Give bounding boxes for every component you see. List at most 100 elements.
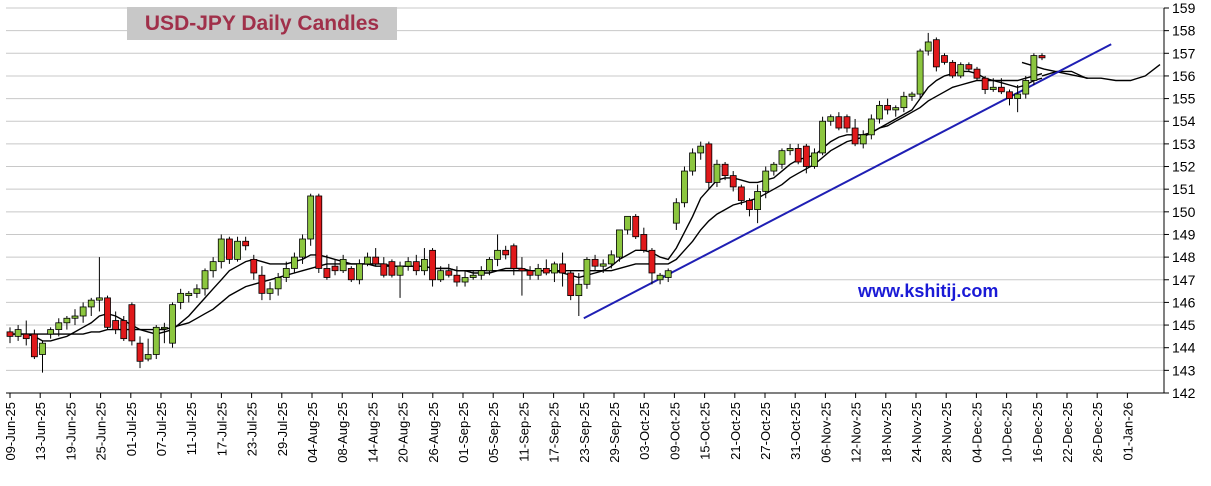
candle-body [30, 333, 38, 358]
up-candle [477, 266, 485, 280]
candle-body [22, 333, 30, 340]
down-candle [949, 60, 957, 79]
up-candle [404, 257, 412, 271]
grid-lines [6, 7, 1164, 394]
plot-frame [6, 8, 1165, 394]
up-candle [534, 263, 542, 280]
down-candle [648, 248, 656, 285]
x-tick-label: 26-Aug-25 [426, 402, 441, 463]
up-candle [681, 166, 688, 208]
down-candle [941, 53, 948, 65]
down-candle [242, 236, 250, 251]
up-candle [1022, 75, 1030, 99]
up-candle [87, 297, 95, 316]
up-candle [1030, 53, 1038, 85]
up-candle [924, 32, 932, 56]
down-candle [502, 245, 510, 260]
candle-body [981, 77, 989, 90]
candle-body [266, 288, 274, 294]
x-tick-label: 04-Aug-25 [305, 402, 320, 463]
candle-body [534, 268, 542, 276]
down-candle [258, 266, 266, 301]
candle-body [997, 86, 1005, 93]
watermark-link[interactable]: www.kshitij.com [858, 281, 999, 301]
x-tick-label: 12-Nov-25 [849, 402, 864, 463]
y-tick-label: 150 [1172, 204, 1196, 220]
candle-body [282, 268, 290, 278]
up-candle [876, 100, 883, 124]
candle-body [307, 195, 315, 240]
candle-body [404, 261, 412, 267]
candle-body [640, 234, 648, 251]
candle-body [347, 268, 355, 281]
down-candle [981, 75, 989, 95]
candle-body [299, 238, 306, 258]
up-candle [664, 268, 672, 283]
up-candle [494, 234, 501, 267]
candle-body [14, 329, 22, 337]
up-candle [607, 250, 615, 269]
candle-body [551, 263, 558, 274]
up-candle [169, 302, 176, 348]
up-candle [713, 159, 721, 187]
x-tick-label: 04-Dec-25 [969, 402, 984, 463]
down-candle [250, 254, 258, 280]
up-candle [209, 257, 217, 278]
candle-body [258, 274, 266, 294]
up-candle [291, 252, 298, 273]
candle-body [250, 258, 258, 274]
candle-body [364, 256, 371, 265]
candle-body [957, 64, 965, 77]
up-candle [282, 261, 290, 283]
y-tick-label: 147 [1172, 272, 1196, 288]
up-candle [217, 234, 225, 269]
down-candle [30, 329, 38, 360]
down-candle [323, 254, 331, 280]
candle-body [672, 202, 680, 224]
up-candle [900, 91, 908, 113]
x-tick-label: 17-Sep-25 [547, 402, 562, 463]
candle-body [786, 148, 794, 152]
down-candle [851, 118, 859, 147]
candle-body [632, 215, 640, 238]
candle-body [242, 240, 250, 247]
x-tick-label: 20-Aug-25 [396, 402, 411, 463]
x-tick-label: 11-Sep-25 [516, 402, 531, 462]
x-tick-label: 09-Oct-25 [667, 402, 682, 460]
up-candle [770, 162, 778, 176]
down-candle [591, 254, 599, 271]
down-candle [729, 171, 737, 192]
up-candle [1014, 85, 1022, 113]
y-tick-label: 152 [1172, 159, 1196, 175]
candle-body [819, 120, 826, 154]
chart-title: USD-JPY Daily Candles [144, 11, 380, 35]
candle-body [144, 354, 152, 360]
y-tick-label: 156 [1172, 68, 1196, 84]
x-tick-label: 07-Jul-25 [154, 402, 169, 456]
up-candle [697, 141, 705, 160]
up-candle [152, 325, 160, 360]
candle-body [120, 320, 128, 340]
candle-body [486, 258, 493, 272]
candle-body [664, 270, 672, 278]
x-tick-label: 27-Oct-25 [758, 402, 773, 460]
candle-body [339, 258, 347, 272]
up-candle [827, 114, 835, 126]
down-candle [445, 263, 453, 278]
candle-body [152, 326, 160, 355]
candle-body [437, 270, 445, 281]
candle-body [469, 274, 477, 278]
x-tick-label: 09-Jun-25 [3, 402, 18, 461]
up-candle [778, 148, 786, 169]
candle-body [136, 342, 144, 362]
candle-body [128, 304, 136, 342]
candle-body [323, 268, 331, 278]
candle-body [331, 265, 339, 272]
candle-body [71, 315, 79, 319]
candle-body [973, 68, 981, 79]
x-tick-label: 08-Aug-25 [335, 402, 350, 463]
candle-body [697, 145, 705, 154]
y-tick-label: 157 [1172, 45, 1196, 61]
down-candle [112, 311, 120, 335]
up-candle [79, 302, 87, 323]
